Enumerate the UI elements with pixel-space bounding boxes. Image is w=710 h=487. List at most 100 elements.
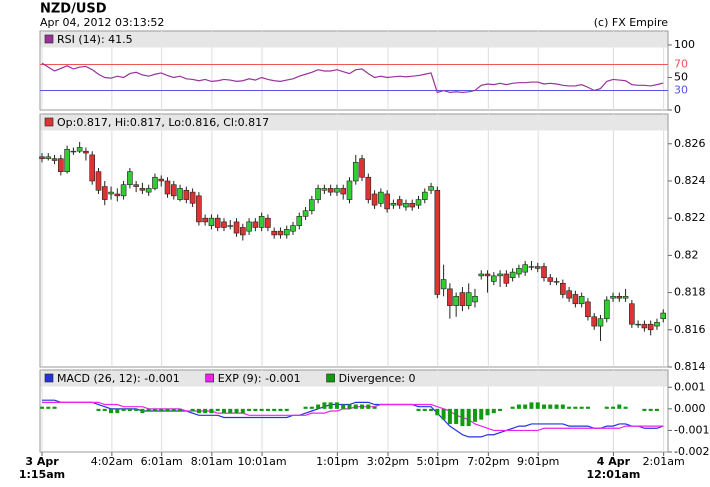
legend-swatch [44, 117, 54, 127]
divergence-bar [429, 408, 434, 411]
divergence-bar [46, 406, 51, 409]
candle-body [189, 191, 196, 204]
divergence-bar [579, 406, 584, 409]
candle-body [560, 282, 566, 295]
candle-body [145, 188, 152, 193]
candle-body [528, 266, 535, 268]
candle-body [428, 186, 434, 191]
divergence-bar [102, 408, 107, 411]
candle-body [302, 210, 309, 217]
candle-body [484, 273, 491, 277]
divergence-bar [498, 408, 503, 411]
y-tick-label: 0.000 [674, 402, 706, 415]
candle-body [421, 191, 428, 200]
candle-body [541, 266, 547, 279]
divergence-bar [159, 408, 164, 411]
candle-body [327, 188, 334, 193]
y-tick-label: 50 [674, 70, 688, 83]
divergence-bar [516, 404, 521, 409]
divergence-bar [542, 404, 547, 409]
y-tick-label: 100 [674, 38, 695, 51]
candle-body [152, 176, 158, 189]
reference-label: 30 [674, 83, 688, 96]
divergence-bar [585, 406, 590, 409]
candle-body [340, 188, 347, 195]
legend-swatch [44, 34, 54, 44]
candle-body [547, 277, 554, 282]
divergence-bar [435, 408, 440, 416]
x-tick-label: 5:01pm [417, 455, 459, 468]
divergence-bar [466, 408, 471, 427]
candle-body [647, 323, 654, 331]
candle-body [610, 296, 616, 299]
candle-body [183, 189, 190, 200]
candle-body [622, 296, 629, 299]
candle-body [352, 162, 359, 182]
divergence-bar [560, 404, 565, 409]
x-tick-label: 10:01am [237, 455, 286, 468]
divergence-bar [523, 404, 528, 409]
legend-label: RSI (14): 41.5 [57, 33, 133, 46]
divergence-bar [127, 408, 132, 411]
candle-body [572, 294, 579, 305]
y-tick-label: -0.001 [674, 423, 709, 436]
divergence-bar [221, 408, 226, 414]
candle-body [371, 193, 378, 206]
panel-header [40, 370, 668, 387]
legend-swatch [326, 373, 335, 383]
candle-body [378, 191, 384, 204]
divergence-bar [535, 402, 540, 409]
x-tick-label: 8:01am [191, 455, 233, 468]
divergence-bar [52, 406, 57, 409]
y-tick-label: -0.002 [674, 445, 709, 458]
divergence-bar [178, 408, 183, 411]
x-tick-label: 2:01am [643, 455, 685, 468]
divergence-bar [372, 406, 377, 409]
divergence-bar [611, 406, 616, 409]
divergence-bar [228, 408, 233, 414]
divergence-bar [510, 406, 515, 409]
divergence-bar [165, 408, 170, 411]
divergence-bar [309, 406, 314, 409]
candle-body [390, 202, 397, 206]
candle-body [227, 225, 234, 227]
divergence-bar [422, 408, 427, 411]
divergence-bar [109, 408, 114, 414]
divergence-bar [479, 408, 484, 420]
divergence-bar [240, 408, 245, 414]
timestamp: Apr 04, 2012 03:13:52 [40, 16, 164, 29]
candle-body [114, 193, 121, 197]
divergence-bar [604, 406, 609, 409]
divergence-bar [642, 408, 647, 411]
candle-body [409, 202, 416, 208]
x-tick-label: 1:15am [19, 468, 65, 481]
candle-body [139, 188, 146, 191]
divergence-bar [203, 408, 208, 414]
divergence-bar [623, 406, 628, 409]
candle-body [459, 292, 466, 306]
candle-body [170, 184, 177, 197]
legend-swatch [44, 373, 54, 383]
divergence-bar [171, 408, 176, 411]
x-tick-label: 1:01pm [316, 455, 358, 468]
divergence-bar [303, 406, 308, 409]
y-tick-label: 0 [674, 103, 681, 116]
legend-label: EXP (9): -0.001 [218, 372, 301, 385]
candle-body [108, 191, 114, 195]
divergence-bar [353, 404, 358, 409]
divergence-bar [265, 408, 270, 411]
candle-body [415, 199, 422, 206]
credit: (c) FX Empire [594, 16, 668, 29]
candle-body [233, 221, 240, 234]
divergence-bar [272, 408, 277, 411]
panel [39, 113, 669, 368]
divergence-bar [134, 408, 139, 411]
divergence-bar [140, 408, 145, 414]
candle-body [321, 188, 328, 191]
divergence-bar [152, 408, 157, 411]
x-tick-label: 9:01pm [517, 455, 559, 468]
candle-body [465, 292, 472, 306]
candle-body [641, 323, 648, 329]
divergence-bar [190, 408, 195, 411]
divergence-bar [121, 408, 126, 411]
